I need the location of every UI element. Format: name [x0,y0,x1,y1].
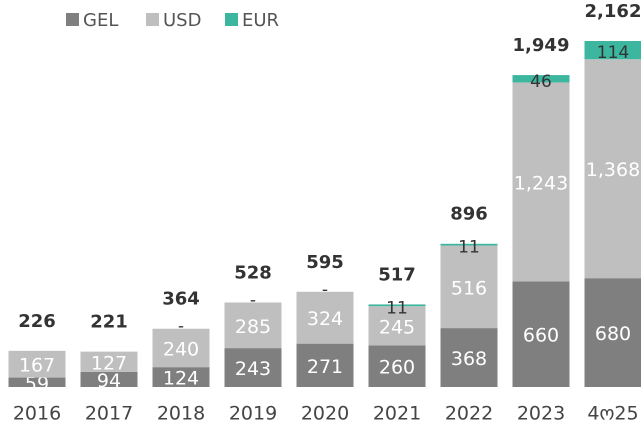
bar-segment [368,345,426,387]
data-label: 1,368 [586,159,640,181]
total-label: 2,162 [585,1,641,22]
total-label: 1,949 [513,35,570,56]
data-label: 660 [523,325,559,347]
bar-segment [152,328,210,368]
bar-segment [440,245,498,329]
x-tick-label: 2017 [85,403,133,425]
total-label: 221 [90,312,128,333]
total-label: 595 [306,252,344,273]
data-label: 260 [379,357,415,379]
data-label: 167 [19,355,55,377]
data-label: 124 [163,368,199,390]
bar-segment [152,367,210,387]
legend-swatch [146,13,159,26]
data-label: 271 [307,356,343,378]
total-label: 896 [450,204,488,225]
x-tick-label: 2019 [229,403,277,425]
bar-segment [368,306,426,346]
data-label: 11 [458,238,480,258]
bar-segment [8,350,66,378]
data-label: 1,243 [514,172,568,194]
legend-swatch [225,13,238,26]
data-label: - [178,317,184,337]
data-label: - [250,291,256,311]
data-label: - [322,280,328,300]
data-label: 127 [91,352,127,374]
x-tick-label: 2022 [445,403,493,425]
total-label: 364 [162,289,200,310]
x-tick-label: 2020 [301,403,349,425]
legend-swatch [66,13,79,26]
data-label: 114 [597,43,629,63]
legend-label: GEL [83,10,118,31]
data-label: 94 [97,370,121,392]
bar-segment [80,371,138,387]
data-label: 46 [530,72,552,92]
data-label: 240 [163,338,199,360]
data-label: 59 [25,373,49,395]
data-label: 368 [451,348,487,370]
data-label: 285 [235,316,271,338]
bar-segment [8,377,66,387]
total-label: 517 [378,264,416,285]
bar-segment [440,243,498,246]
bar-segment [584,59,641,279]
data-label: 680 [595,323,631,345]
x-tick-label: 4ო25 [587,403,638,425]
x-tick-label: 2016 [13,403,61,425]
bar-segment [296,343,354,387]
x-tick-label: 2023 [517,403,565,425]
bar-segment [440,328,498,387]
bar-segment [368,304,426,307]
total-label: 528 [234,263,272,284]
total-label: 226 [18,311,56,332]
data-label: 324 [307,308,343,330]
data-label: 516 [451,277,487,299]
x-tick-label: 2021 [373,403,421,425]
bar-segment [512,82,570,282]
legend-label: EUR [242,10,279,31]
data-label: 243 [235,358,271,380]
bar-segment [512,75,570,83]
bar-segment [296,291,354,344]
bar-segment [512,281,570,387]
bar-segment [224,348,282,387]
legend-label: USD [163,10,201,31]
bar-segment [584,278,641,387]
x-tick-label: 2018 [157,403,205,425]
data-label: 11 [386,298,408,318]
bar-segment [80,351,138,372]
bar-segment [224,302,282,349]
bar-segment [584,41,641,60]
data-label: 245 [379,316,415,338]
